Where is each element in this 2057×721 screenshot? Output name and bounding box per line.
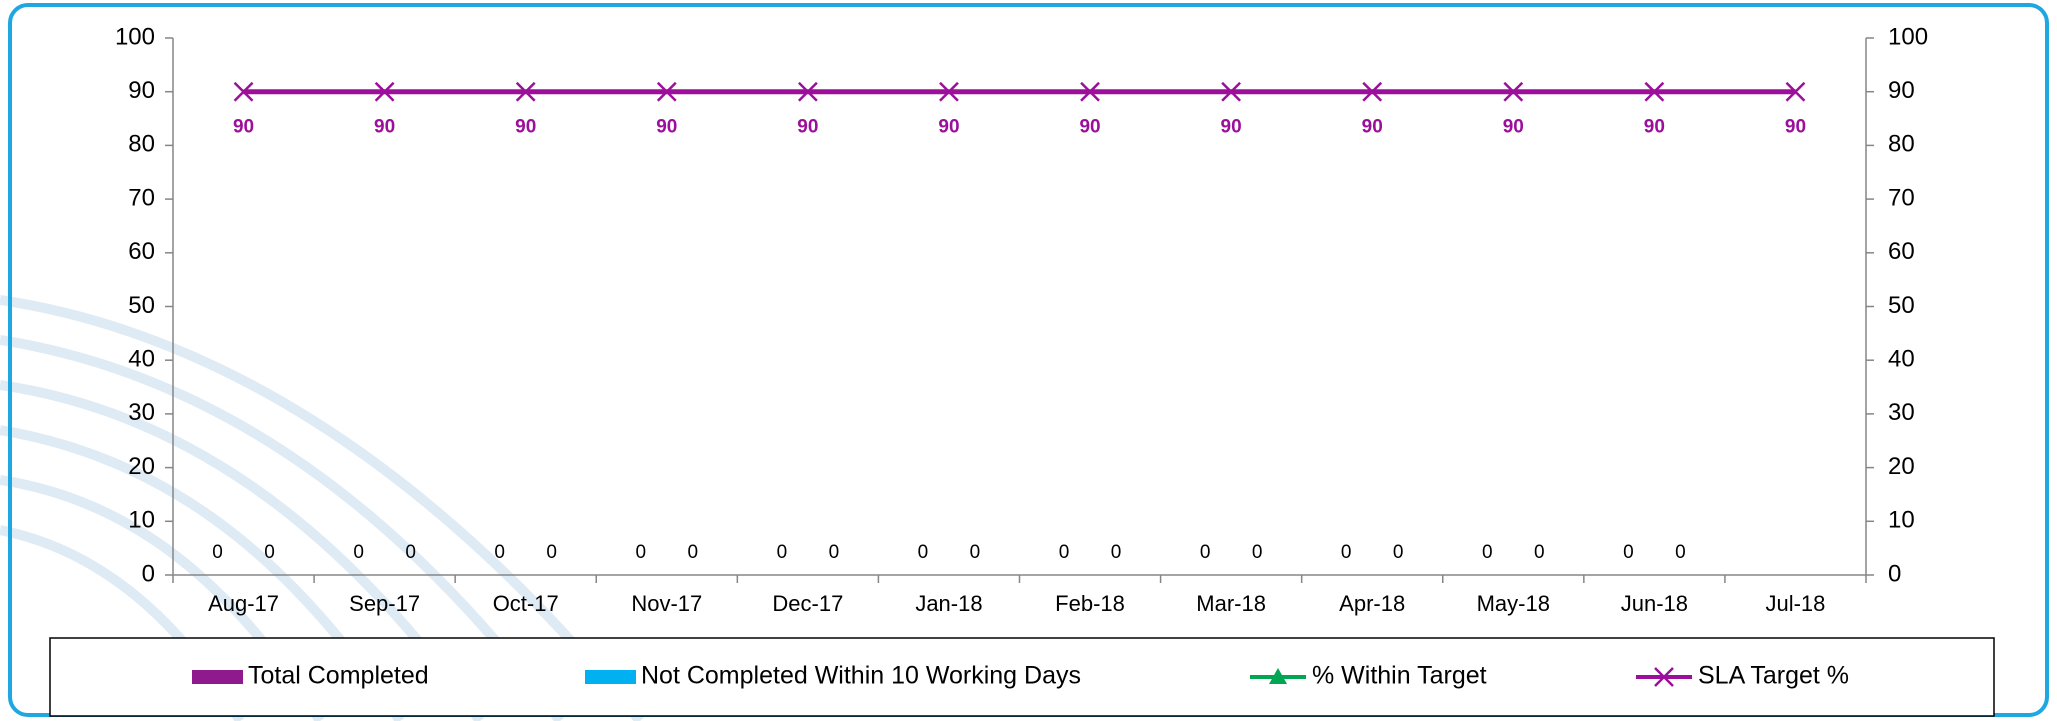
y-tick-label: 30 <box>128 399 155 426</box>
legend-label: Not Completed Within 10 Working Days <box>641 662 1081 690</box>
data-label: 90 <box>656 117 677 138</box>
data-label: 0 <box>1200 542 1211 563</box>
data-label: 0 <box>212 542 223 563</box>
x-tick-label: Jan-18 <box>915 591 982 616</box>
y2-tick-label: 30 <box>1888 399 1915 426</box>
y-tick-label: 40 <box>128 346 155 373</box>
x-tick-label: Jun-18 <box>1621 591 1688 616</box>
x-tick-label: Nov-17 <box>631 591 702 616</box>
data-label: 0 <box>777 542 788 563</box>
data-label: 90 <box>938 117 959 138</box>
y-tick-label: 90 <box>128 77 155 104</box>
data-label: 0 <box>1675 542 1686 563</box>
data-label: 90 <box>1079 117 1100 138</box>
data-label: 0 <box>353 542 364 563</box>
x-tick-label: May-18 <box>1477 591 1550 616</box>
data-label: 0 <box>1252 542 1263 563</box>
y2-tick-label: 90 <box>1888 77 1915 104</box>
data-label: 0 <box>688 542 699 563</box>
y-tick-label: 70 <box>128 184 155 211</box>
y-tick-label: 20 <box>128 453 155 480</box>
legend-swatch <box>192 670 243 684</box>
y2-tick-label: 60 <box>1888 238 1915 265</box>
data-label: 90 <box>797 117 818 138</box>
y-tick-label: 60 <box>128 238 155 265</box>
data-label: 0 <box>494 542 505 563</box>
y2-tick-label: 100 <box>1888 23 1928 50</box>
y-tick-label: 0 <box>142 560 155 587</box>
x-tick-label: Mar-18 <box>1196 591 1266 616</box>
data-label: 0 <box>405 542 416 563</box>
y2-tick-label: 0 <box>1888 560 1901 587</box>
data-label: 90 <box>1362 117 1383 138</box>
y-tick-label: 100 <box>115 23 155 50</box>
data-label: 90 <box>1221 117 1242 138</box>
data-label: 90 <box>1785 117 1806 138</box>
data-label: 90 <box>233 117 254 138</box>
data-label: 0 <box>1534 542 1545 563</box>
x-tick-label: Sep-17 <box>349 591 420 616</box>
x-tick-label: Feb-18 <box>1055 591 1125 616</box>
data-label: 90 <box>1503 117 1524 138</box>
legend-label: SLA Target % <box>1698 662 1849 690</box>
data-label: 0 <box>264 542 275 563</box>
y-tick-label: 50 <box>128 292 155 319</box>
data-label: 0 <box>918 542 929 563</box>
legend-label: % Within Target <box>1312 662 1487 690</box>
page: {"chart_data": { "type": "bar", "categor… <box>0 0 2057 721</box>
data-label: 0 <box>970 542 981 563</box>
y-tick-label: 80 <box>128 131 155 158</box>
data-label: 0 <box>1482 542 1493 563</box>
y2-tick-label: 10 <box>1888 507 1915 534</box>
y2-tick-label: 80 <box>1888 131 1915 158</box>
x-tick-label: Jul-18 <box>1765 591 1825 616</box>
x-tick-label: Oct-17 <box>493 591 559 616</box>
x-tick-label: Dec-17 <box>772 591 843 616</box>
legend-swatch <box>585 670 636 684</box>
data-label: 0 <box>1059 542 1070 563</box>
data-label: 0 <box>1623 542 1634 563</box>
data-label: 0 <box>636 542 647 563</box>
data-label: 0 <box>546 542 557 563</box>
y2-tick-label: 50 <box>1888 292 1915 319</box>
y2-tick-label: 70 <box>1888 184 1915 211</box>
chart: 0 10 20 30 40 50 60 70 80 90 100 0 10 20 30 40 50 60 70 80 9… <box>0 0 2057 721</box>
data-label: 0 <box>829 542 840 563</box>
data-label: 90 <box>1644 117 1665 138</box>
y2-tick-label: 40 <box>1888 346 1915 373</box>
data-label: 90 <box>515 117 536 138</box>
data-label: 0 <box>1341 542 1352 563</box>
data-label: 0 <box>1111 542 1122 563</box>
x-tick-label: Apr-18 <box>1339 591 1405 616</box>
data-label: 90 <box>374 117 395 138</box>
y-tick-label: 10 <box>128 507 155 534</box>
y2-tick-label: 20 <box>1888 453 1915 480</box>
data-label: 0 <box>1393 542 1404 563</box>
x-tick-label: Aug-17 <box>208 591 279 616</box>
legend-label: Total Completed <box>248 662 429 690</box>
